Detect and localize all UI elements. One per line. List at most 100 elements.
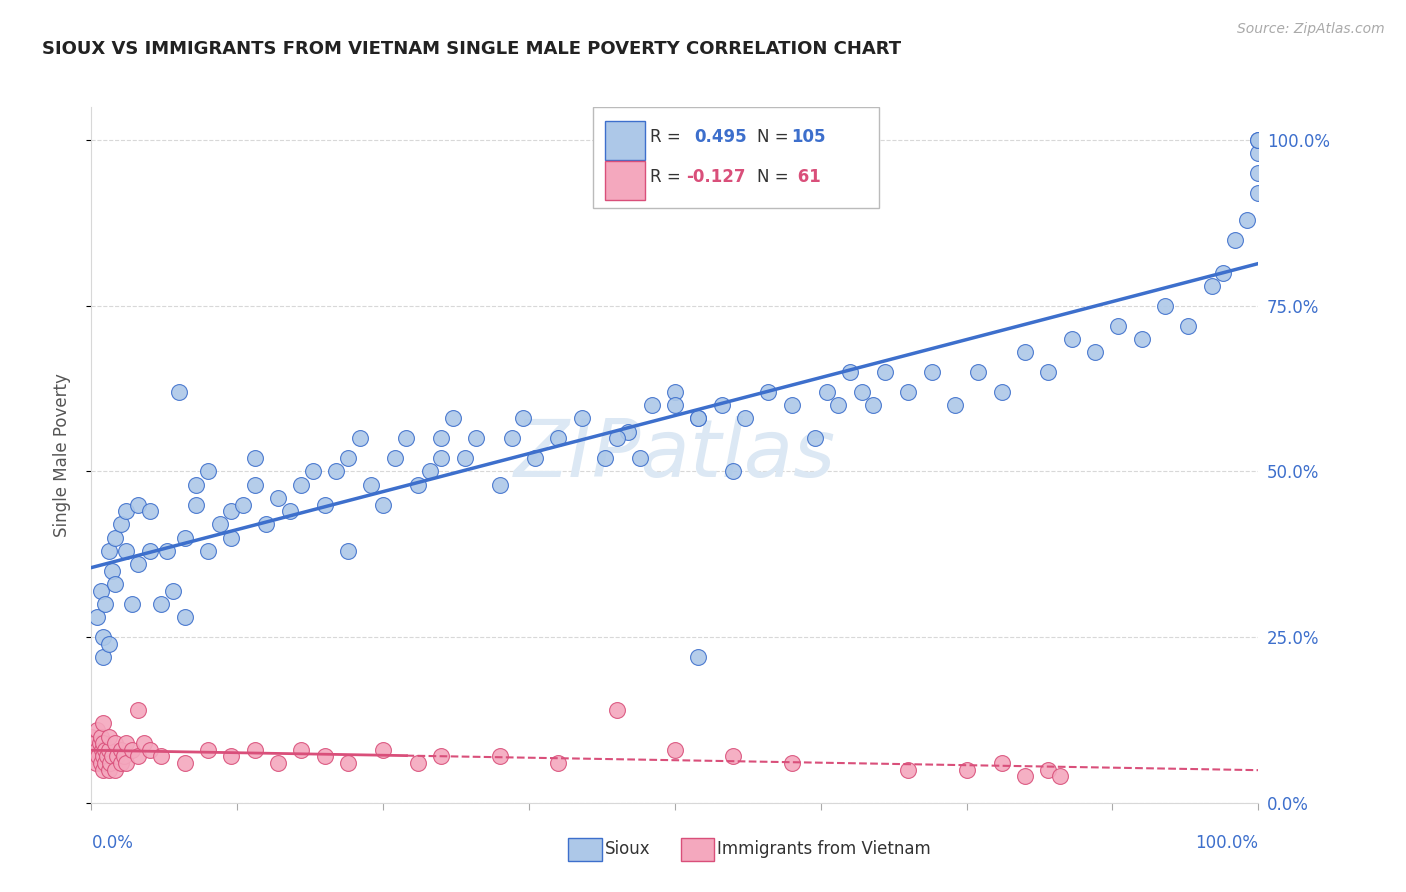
Point: [419, 465, 441, 479]
Point: [115, 736, 138, 750]
Point: [465, 431, 488, 445]
Point: [90, 756, 112, 770]
Point: [97, 637, 120, 651]
Point: [571, 411, 593, 425]
Point: [91, 749, 114, 764]
Point: [1130, 332, 1153, 346]
Point: [314, 498, 336, 512]
Text: 0.495: 0.495: [695, 128, 748, 146]
Point: [96, 749, 118, 764]
Point: [173, 531, 195, 545]
Point: [221, 531, 243, 545]
Text: ZIPatlas: ZIPatlas: [513, 416, 837, 494]
Point: [98, 756, 121, 770]
Point: [406, 756, 429, 770]
Point: [243, 451, 266, 466]
Point: [115, 504, 138, 518]
Point: [91, 650, 114, 665]
Point: [127, 558, 149, 572]
Point: [83, 736, 105, 750]
Point: [90, 583, 112, 598]
Point: [83, 749, 105, 764]
Point: [127, 498, 149, 512]
Point: [921, 365, 943, 379]
Point: [523, 451, 546, 466]
Point: [897, 384, 920, 399]
Point: [862, 398, 884, 412]
Point: [86, 610, 108, 624]
Point: [815, 384, 838, 399]
Point: [110, 756, 132, 770]
Point: [617, 425, 640, 439]
Point: [87, 749, 110, 764]
Point: [90, 743, 112, 757]
Text: 61: 61: [792, 168, 820, 186]
Point: [127, 749, 149, 764]
Point: [90, 730, 112, 744]
FancyBboxPatch shape: [605, 161, 644, 200]
Point: [430, 749, 453, 764]
Point: [1154, 299, 1177, 313]
Point: [547, 756, 569, 770]
Point: [80, 730, 103, 744]
Point: [138, 544, 162, 558]
Point: [91, 630, 114, 644]
Point: [1060, 332, 1083, 346]
Point: [640, 398, 662, 412]
Point: [441, 411, 464, 425]
Point: [197, 465, 219, 479]
Point: [101, 564, 124, 578]
Point: [267, 756, 290, 770]
Point: [290, 477, 312, 491]
Point: [337, 756, 360, 770]
Point: [256, 517, 278, 532]
Point: [1038, 365, 1060, 379]
Point: [101, 749, 124, 764]
Point: [873, 365, 896, 379]
Point: [664, 398, 686, 412]
Point: [723, 465, 745, 479]
Point: [967, 365, 990, 379]
Point: [606, 431, 628, 445]
Text: Immigrants from Vietnam: Immigrants from Vietnam: [717, 840, 931, 858]
Point: [360, 477, 382, 491]
Point: [186, 498, 208, 512]
Point: [138, 743, 162, 757]
Point: [489, 477, 512, 491]
Point: [756, 384, 779, 399]
Point: [80, 743, 103, 757]
Point: [734, 411, 756, 425]
Point: [1247, 146, 1270, 161]
Point: [150, 749, 173, 764]
Point: [349, 431, 371, 445]
Point: [104, 736, 127, 750]
Point: [127, 703, 149, 717]
Point: [827, 398, 849, 412]
Point: [232, 498, 254, 512]
Point: [105, 749, 128, 764]
Point: [84, 756, 107, 770]
Point: [628, 451, 651, 466]
Point: [406, 477, 429, 491]
Point: [1038, 763, 1060, 777]
Point: [956, 763, 979, 777]
Point: [162, 583, 184, 598]
Point: [314, 749, 336, 764]
Point: [337, 544, 360, 558]
Point: [290, 743, 312, 757]
Point: [104, 577, 127, 591]
Point: [337, 451, 360, 466]
Point: [104, 763, 127, 777]
Point: [1247, 186, 1270, 201]
Point: [121, 597, 143, 611]
Point: [838, 365, 860, 379]
Point: [1247, 133, 1270, 147]
Text: R =: R =: [651, 168, 686, 186]
Text: 100.0%: 100.0%: [1195, 834, 1258, 852]
Point: [1247, 166, 1270, 180]
Point: [278, 504, 301, 518]
Point: [104, 531, 127, 545]
Point: [221, 749, 243, 764]
Point: [501, 431, 523, 445]
Point: [990, 756, 1012, 770]
